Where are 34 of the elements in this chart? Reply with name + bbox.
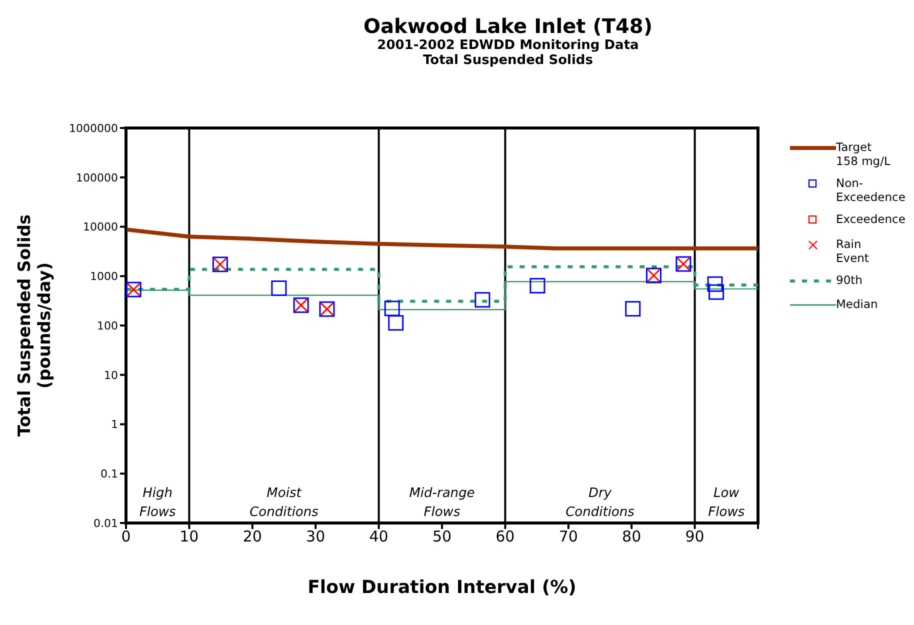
- y-tick-label: 100000: [76, 171, 118, 184]
- legend-label: Exceedence: [836, 212, 906, 226]
- y-tick-label: 1000: [90, 270, 118, 284]
- y-tick-label: 0.1: [100, 468, 118, 481]
- y-tick-label: 100: [97, 319, 118, 332]
- y-axis-title: Total Suspended Solids (pounds/day): [15, 214, 55, 437]
- annotation: Moist Conditions: [250, 486, 319, 520]
- x-tick-label: 10: [180, 528, 199, 546]
- annotation: Dry Conditions: [566, 486, 635, 520]
- chart-subtitle: 2001-2002 EDWDD Monitoring Data Total Suspended Solids: [376, 38, 640, 68]
- annotation: High Flows: [139, 486, 176, 520]
- x-tick-label: 50: [432, 528, 452, 546]
- y-tick-label: 0.01: [94, 516, 118, 530]
- x-tick-label: 40: [369, 528, 388, 546]
- legend-label: Target 158 mg/L: [836, 140, 892, 168]
- y-tick-label: 10: [104, 368, 118, 382]
- x-tick-label: 0: [121, 528, 131, 546]
- annotation: Low Flows: [708, 486, 745, 520]
- legend-label: Median: [836, 297, 879, 311]
- chart-title: Oakwood Lake Inlet (T48): [362, 14, 654, 38]
- x-tick-label: 20: [242, 528, 262, 546]
- x-tick-label: 60: [496, 528, 515, 546]
- x-tick-label: 30: [306, 528, 326, 546]
- x-tick-label: 80: [622, 528, 642, 546]
- y-tick-label: 1000000: [69, 122, 118, 135]
- x-tick-label: 90: [685, 528, 704, 546]
- legend-label: 90th: [836, 273, 864, 287]
- y-tick-label: 10000: [83, 220, 118, 234]
- legend-label: Non-Exceedence: [836, 176, 906, 204]
- x-tick-label: 70: [558, 528, 578, 546]
- y-tick-label: 1: [111, 418, 118, 432]
- x-axis-title: Flow Duration Interval (%): [308, 577, 576, 598]
- legend-label: Rain Event: [836, 237, 870, 265]
- annotation: Mid-range Flows: [409, 486, 475, 520]
